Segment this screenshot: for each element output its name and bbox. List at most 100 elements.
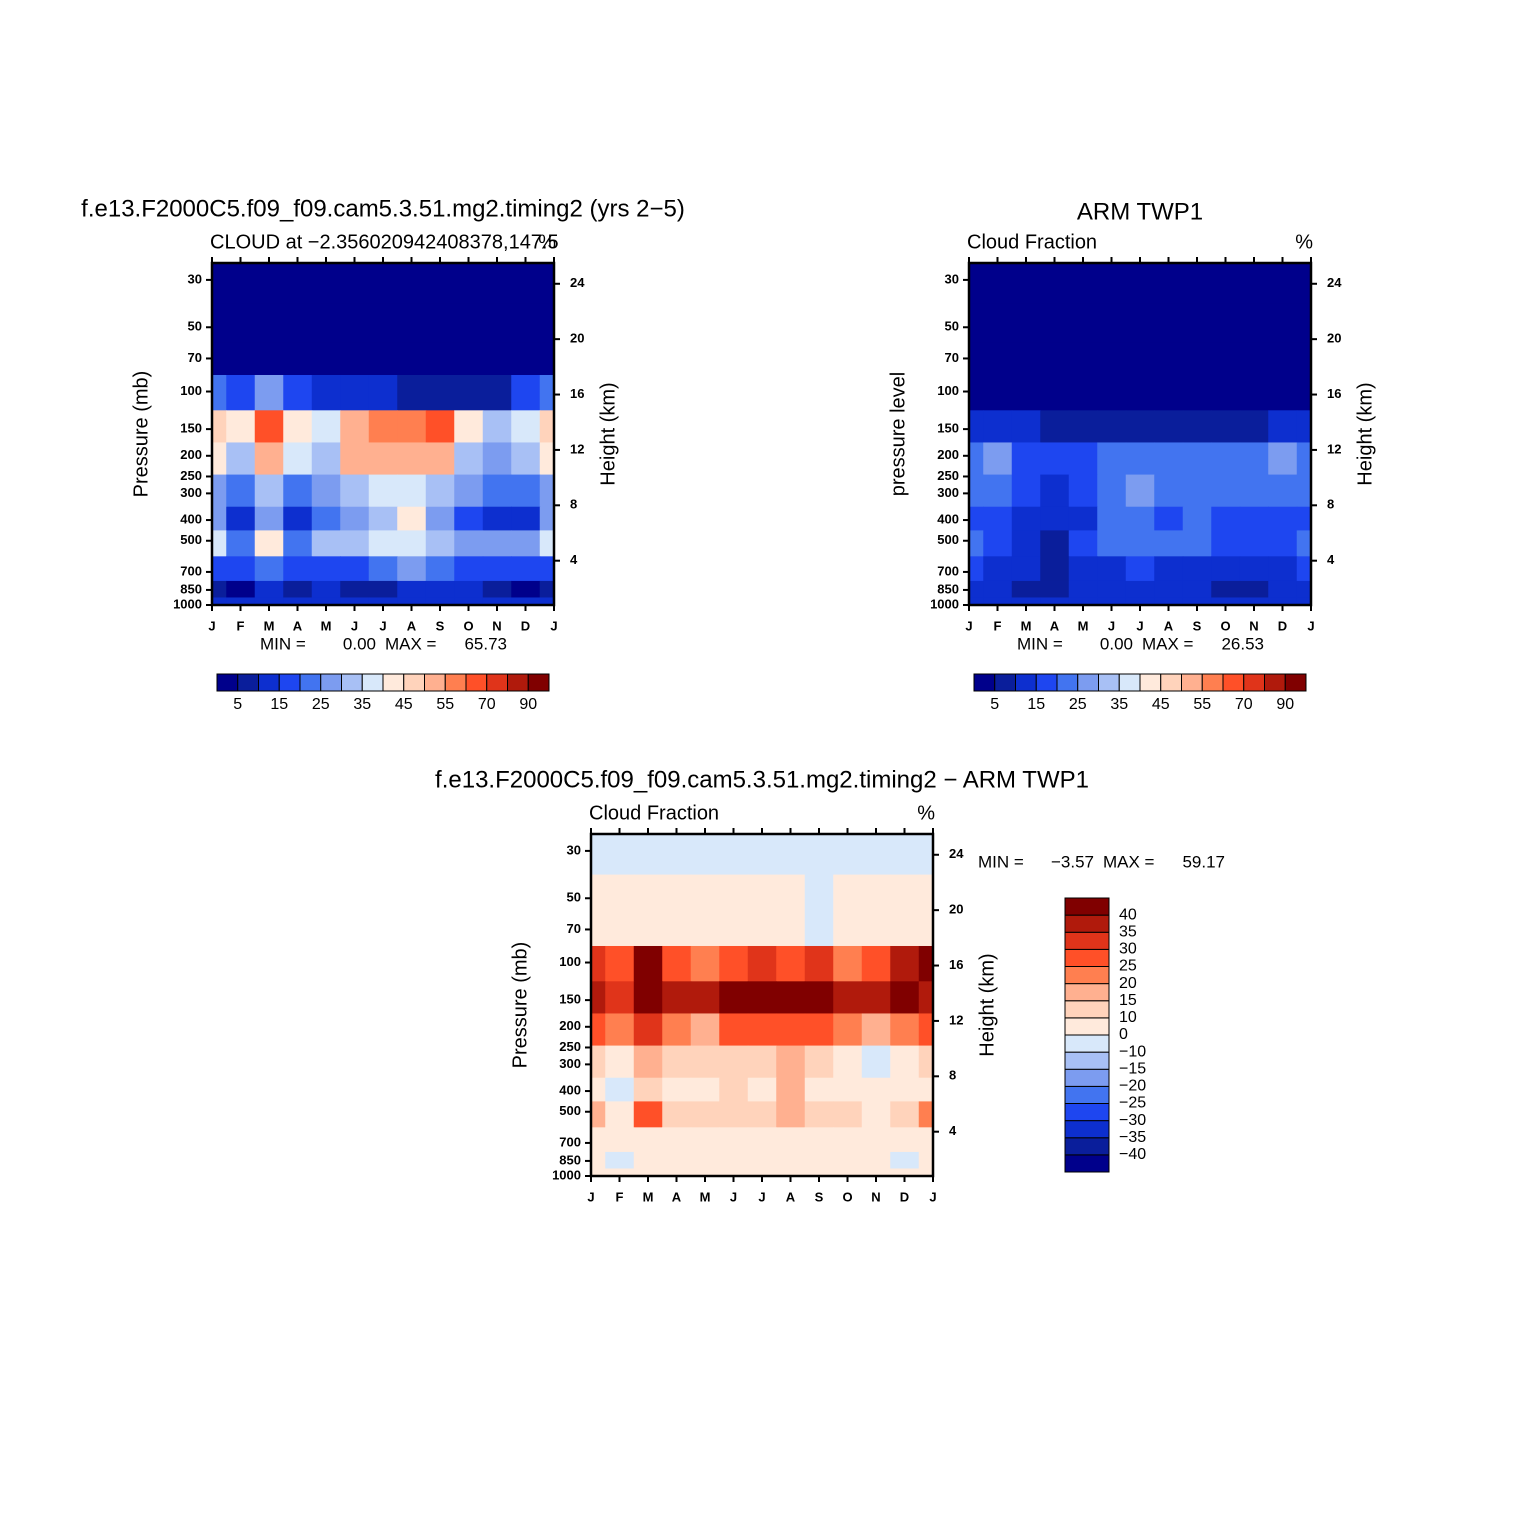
contour-cell: [690, 874, 720, 915]
colorbar-box: [1064, 1137, 1110, 1156]
contour-cell: [591, 1077, 606, 1102]
contour-cell: [1011, 556, 1041, 582]
contour-cell: [776, 1127, 806, 1153]
colorbar-label: 90: [519, 696, 537, 713]
contour-cell: [861, 1151, 891, 1170]
contour-cell: [425, 474, 455, 508]
max-label: MAX =: [1142, 634, 1194, 653]
contour-cell: [1268, 474, 1298, 508]
contour-cell: [340, 506, 370, 531]
contour-cell: [226, 580, 256, 599]
contour-cell: [425, 410, 455, 444]
contour-cell: [340, 597, 370, 606]
contour-cell: [747, 1045, 777, 1079]
x-tick-label: A: [1164, 618, 1174, 633]
contour-cell: [690, 945, 720, 982]
contour-cell: [605, 834, 635, 876]
contour-cell: [340, 556, 370, 582]
contour-cell: [283, 442, 313, 476]
contour-cell: [690, 913, 720, 947]
contour-cell: [1068, 374, 1098, 411]
contour-cell: [1268, 580, 1298, 599]
contour-cell: [861, 834, 891, 876]
contour-cell: [833, 1045, 863, 1079]
y-tick-label: 200: [180, 447, 202, 462]
contour-cell: [776, 1013, 806, 1047]
contour-cell: [591, 834, 606, 876]
plot-title: ARM TWP1: [1077, 198, 1203, 225]
colorbar-label: 15: [1119, 992, 1137, 1009]
contour-cell: [591, 874, 606, 915]
y-tick-label: 250: [559, 1039, 581, 1054]
contour-cell: [890, 1151, 920, 1170]
contour-cell: [539, 597, 555, 606]
contour-cell: [918, 1077, 934, 1102]
contour-cell: [983, 263, 1013, 305]
contour-cell: [1182, 474, 1212, 508]
contour-cell: [861, 1045, 891, 1079]
colorbar-box: [299, 673, 322, 692]
contour-cell: [1211, 580, 1241, 599]
y-tick-label: 400: [559, 1082, 581, 1097]
contour-cell: [890, 981, 920, 1015]
contour-cell: [1097, 530, 1127, 557]
contour-cell: [804, 913, 834, 947]
x-tick-label: F: [616, 1189, 624, 1204]
contour-cell: [283, 374, 313, 411]
contour-cell: [983, 556, 1013, 582]
x-tick-label: O: [463, 618, 473, 633]
contour-cell: [425, 374, 455, 411]
contour-cell: [226, 374, 256, 411]
colorbar-label: −35: [1119, 1129, 1146, 1146]
y-tick-label: 250: [180, 468, 202, 483]
colorbar-box: [1064, 1085, 1110, 1104]
contour-cell: [397, 303, 427, 344]
min-value: −3.57: [1051, 852, 1094, 871]
contour-cell: [482, 580, 512, 599]
contour-cell: [747, 1127, 777, 1153]
contour-cell: [397, 374, 427, 411]
contour-cell: [1097, 303, 1127, 344]
y-tick-label: 200: [937, 447, 959, 462]
contour-cell: [605, 874, 635, 915]
contour-cell: [1068, 263, 1098, 305]
contour-cell: [1296, 303, 1312, 344]
y-tick-label: 50: [188, 319, 202, 334]
contour-cell: [454, 580, 484, 599]
contour-cell: [747, 1151, 777, 1170]
contour-cell: [1011, 263, 1041, 305]
x-tick-label: A: [407, 618, 417, 633]
contour-cell: [482, 410, 512, 444]
contour-cell: [254, 597, 284, 606]
contour-cell: [539, 442, 555, 476]
contour-cell: [605, 913, 635, 947]
contour-cell: [1068, 342, 1098, 376]
contour-cell: [719, 981, 749, 1015]
contour-cell: [1211, 506, 1241, 531]
y-tick-label: 850: [180, 581, 202, 596]
y2-tick-label: 20: [1327, 331, 1341, 346]
contour-cell: [1211, 303, 1241, 344]
contour-cell: [212, 580, 227, 599]
contour-cell: [254, 556, 284, 582]
x-tick-label: N: [1249, 618, 1258, 633]
contour-cell: [890, 1013, 920, 1047]
contour-cell: [983, 530, 1013, 557]
colorbar-box: [1243, 673, 1265, 692]
contour-cell: [1296, 597, 1312, 606]
contour-cell: [254, 303, 284, 344]
contour-cell: [690, 1101, 720, 1128]
contour-cell: [311, 374, 341, 411]
x-tick-label: J: [351, 618, 358, 633]
contour-cell: [1154, 342, 1184, 376]
contour-cell: [1211, 556, 1241, 582]
right-string: %: [917, 802, 935, 824]
y-tick-label: 70: [188, 350, 202, 365]
contour-cell: [425, 597, 455, 606]
contour-cell: [368, 374, 398, 411]
contour-cell: [454, 442, 484, 476]
contour-cell: [212, 374, 227, 411]
contour-cell: [591, 1045, 606, 1079]
contour-cell: [1268, 506, 1298, 531]
contour-cell: [1239, 442, 1269, 476]
